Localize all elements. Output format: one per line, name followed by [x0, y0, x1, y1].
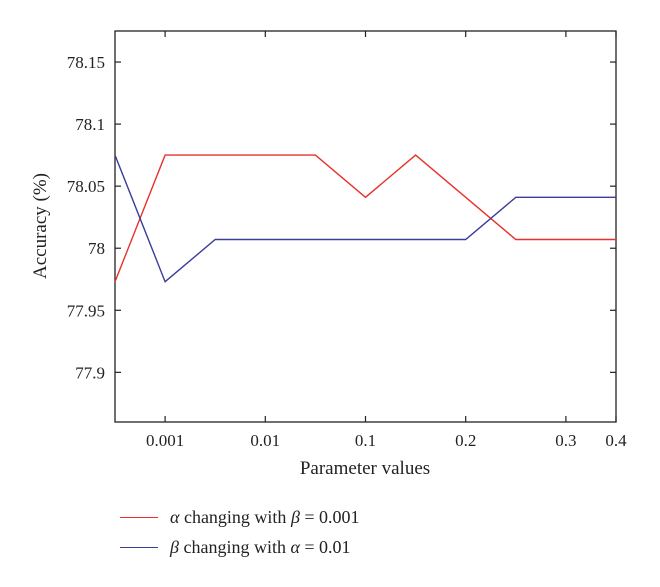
series-line-1: [114, 154, 616, 282]
y-tick-label: 77.9: [75, 363, 105, 382]
series-line-2: [114, 154, 616, 283]
legend-item: β changing with α = 0.01: [120, 532, 360, 562]
legend-label: β changing with α = 0.01: [170, 536, 351, 557]
x-axis-title: Parameter values: [300, 458, 430, 479]
x-tick-label: 0.001: [146, 431, 184, 450]
y-axis-ticks: 77.9 77.95 78 78.05 78.1 78.15: [67, 53, 616, 382]
legend-swatch-alpha: [120, 516, 158, 518]
x-tick-label: 0.01: [250, 431, 280, 450]
legend-label: α changing with β = 0.001: [170, 506, 360, 527]
x-axis-ticks: 0.001 0.01 0.1 0.2 0.3 0.4: [146, 31, 627, 450]
legend-swatch-beta: [120, 546, 158, 548]
x-tick-label: 0.3: [555, 431, 576, 450]
legend-item: α changing with β = 0.001: [120, 502, 360, 532]
x-tick-label: 0.1: [355, 431, 376, 450]
y-tick-label: 77.95: [67, 301, 105, 320]
series-layer: [114, 154, 616, 283]
y-axis-title: Accuracy (%): [30, 173, 51, 279]
y-tick-label: 78.05: [67, 177, 105, 196]
y-tick-label: 78.1: [75, 115, 105, 134]
y-tick-label: 78.15: [67, 53, 105, 72]
x-tick-label: 0.2: [455, 431, 476, 450]
plot-frame: [114, 30, 617, 423]
legend: α changing with β = 0.001 β changing wit…: [120, 502, 360, 562]
x-tick-label: 0.4: [605, 431, 627, 450]
y-tick-label: 78: [88, 239, 105, 258]
